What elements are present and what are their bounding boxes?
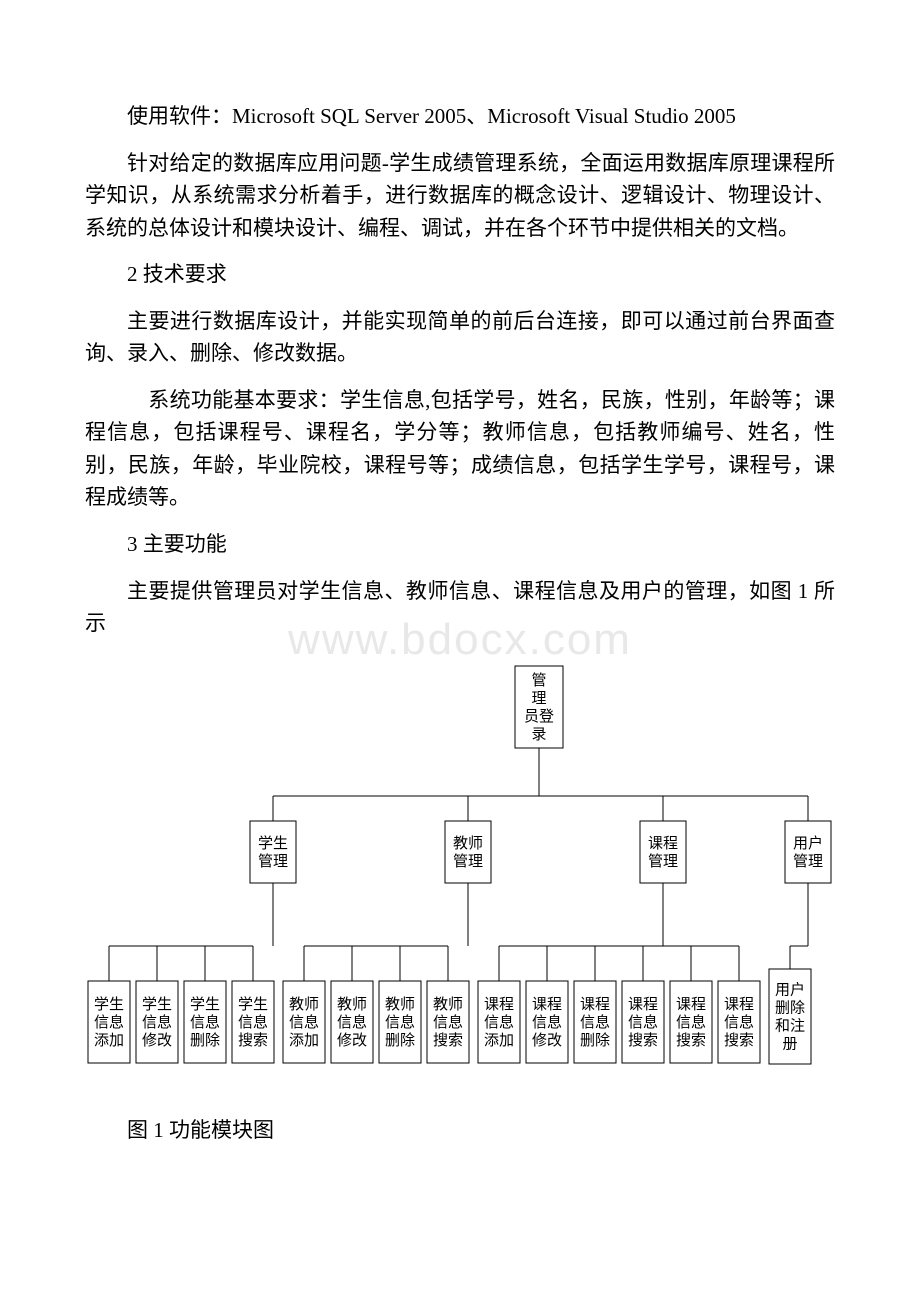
svg-text:修改: 修改 <box>142 1032 172 1049</box>
svg-text:管理: 管理 <box>453 853 483 870</box>
figure-caption: 图 1 功能模块图 <box>85 1114 835 1144</box>
svg-text:学生: 学生 <box>142 996 172 1013</box>
svg-text:和注: 和注 <box>775 1017 805 1034</box>
svg-text:管理: 管理 <box>648 853 678 870</box>
svg-text:课程: 课程 <box>676 996 706 1013</box>
svg-text:删除: 删除 <box>775 999 805 1016</box>
svg-text:课程: 课程 <box>580 996 610 1013</box>
svg-text:信息: 信息 <box>142 1014 172 1031</box>
svg-text:册: 册 <box>782 1036 797 1052</box>
svg-text:理: 理 <box>531 691 546 707</box>
svg-text:添加: 添加 <box>289 1032 319 1049</box>
function-module-diagram: 管理员登录学生管理教师管理课程管理用户管理学生信息添加学生信息修改学生信息删除学… <box>85 656 835 1096</box>
svg-text:录: 录 <box>531 726 546 743</box>
svg-text:教师: 教师 <box>385 996 415 1013</box>
svg-text:课程: 课程 <box>648 835 678 852</box>
svg-text:管理: 管理 <box>258 853 288 870</box>
svg-text:信息: 信息 <box>532 1014 562 1031</box>
svg-text:学生: 学生 <box>258 835 288 852</box>
svg-text:搜索: 搜索 <box>238 1032 268 1049</box>
svg-text:删除: 删除 <box>190 1032 220 1049</box>
svg-text:信息: 信息 <box>289 1014 319 1031</box>
paragraph-main-func: 主要提供管理员对学生信息、教师信息、课程信息及用户的管理，如图 1 所示 <box>85 575 835 640</box>
svg-text:管: 管 <box>531 672 546 689</box>
svg-text:添加: 添加 <box>484 1032 514 1049</box>
svg-text:信息: 信息 <box>580 1014 610 1031</box>
svg-text:教师: 教师 <box>433 996 463 1013</box>
svg-text:添加: 添加 <box>94 1032 124 1049</box>
paragraph-tech-req: 主要进行数据库设计，并能实现简单的前后台连接，即可以通过前台界面查询、录入、删除… <box>85 305 835 370</box>
svg-text:信息: 信息 <box>385 1014 415 1031</box>
svg-text:教师: 教师 <box>337 996 367 1013</box>
svg-text:教师: 教师 <box>289 996 319 1013</box>
svg-text:信息: 信息 <box>628 1014 658 1031</box>
svg-text:修改: 修改 <box>532 1032 562 1049</box>
svg-text:搜索: 搜索 <box>724 1032 754 1049</box>
svg-text:信息: 信息 <box>238 1014 268 1031</box>
svg-text:信息: 信息 <box>190 1014 220 1031</box>
svg-text:删除: 删除 <box>580 1032 610 1049</box>
heading-main-func: 3 主要功能 <box>85 528 835 561</box>
svg-text:员登: 员登 <box>524 708 554 725</box>
paragraph-software: 使用软件：Microsoft SQL Server 2005、Microsoft… <box>85 100 835 133</box>
svg-text:删除: 删除 <box>385 1032 415 1049</box>
svg-text:课程: 课程 <box>484 996 514 1013</box>
svg-text:课程: 课程 <box>628 996 658 1013</box>
svg-text:学生: 学生 <box>190 996 220 1013</box>
svg-text:搜索: 搜索 <box>628 1032 658 1049</box>
svg-text:信息: 信息 <box>433 1014 463 1031</box>
svg-text:搜索: 搜索 <box>676 1032 706 1049</box>
svg-text:信息: 信息 <box>94 1014 124 1031</box>
svg-text:信息: 信息 <box>484 1014 514 1031</box>
svg-text:用户: 用户 <box>793 835 823 852</box>
heading-tech-req: 2 技术要求 <box>85 258 835 291</box>
svg-text:课程: 课程 <box>532 996 562 1013</box>
tree-svg: 管理员登录学生管理教师管理课程管理用户管理学生信息添加学生信息修改学生信息删除学… <box>85 656 835 1096</box>
svg-text:搜索: 搜索 <box>433 1032 463 1049</box>
svg-text:管理: 管理 <box>793 853 823 870</box>
paragraph-intro: 针对给定的数据库应用问题-学生成绩管理系统，全面运用数据库原理课程所学知识，从系… <box>85 147 835 245</box>
svg-text:学生: 学生 <box>94 996 124 1013</box>
svg-text:信息: 信息 <box>724 1014 754 1031</box>
svg-text:教师: 教师 <box>453 835 483 852</box>
svg-text:信息: 信息 <box>337 1014 367 1031</box>
svg-text:课程: 课程 <box>724 996 754 1013</box>
paragraph-sys-func: 系统功能基本要求：学生信息,包括学号，姓名，民族，性别，年龄等；课程信息，包括课… <box>85 384 835 514</box>
svg-text:修改: 修改 <box>337 1032 367 1049</box>
svg-text:学生: 学生 <box>238 996 268 1013</box>
svg-text:信息: 信息 <box>676 1014 706 1031</box>
svg-text:用户: 用户 <box>775 981 805 998</box>
document-content: 使用软件：Microsoft SQL Server 2005、Microsoft… <box>85 100 835 1144</box>
